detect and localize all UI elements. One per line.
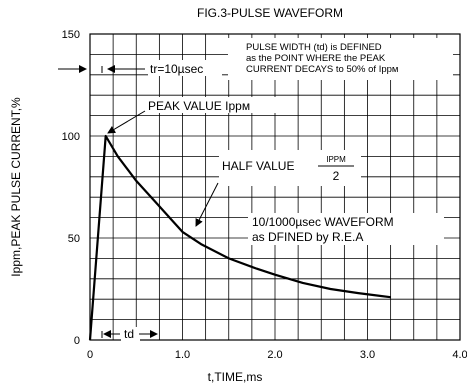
y-tick-label: 100 bbox=[62, 131, 80, 143]
peak-value-label-bg bbox=[146, 97, 284, 113]
half-value-numerator: IPPM bbox=[326, 155, 346, 164]
pulse-width-note-box bbox=[228, 38, 453, 80]
chart-title: FIG.3-PULSE WAVEFORM bbox=[197, 6, 343, 20]
half-value-arrow bbox=[195, 182, 219, 227]
y-tick-label: 150 bbox=[62, 29, 80, 41]
rise-time-label: tr=10µsec bbox=[150, 62, 203, 76]
pulse-width-note-line2: as the POINT WHERE the PEAK bbox=[246, 53, 386, 64]
half-value-label: HALF VALUE bbox=[222, 159, 294, 173]
y-axis-label: Ippm,PEAK PULSE CURRENT,% bbox=[9, 97, 23, 277]
half-value-label-bg bbox=[219, 150, 361, 186]
pulse-waveform-series bbox=[88, 134, 391, 341]
y-axis-label-prefix: Ippm, bbox=[9, 247, 23, 277]
plot-frame bbox=[89, 33, 461, 341]
pulse-width-note-line3: CURRENT DECAYS to 50% of Ippм bbox=[246, 64, 398, 75]
y-tick-labels: 0 50 100 150 bbox=[62, 29, 80, 347]
y-axis-label-main: PEAK PULSE CURRENT,% bbox=[9, 97, 23, 247]
x-tick-label: 3.0 bbox=[360, 349, 375, 361]
peak-value-arrow bbox=[107, 110, 146, 134]
waveform-label-line2: as DFINED by R.E.A bbox=[252, 230, 363, 244]
half-value-denominator: 2 bbox=[333, 169, 340, 183]
x-tick-label: 2.0 bbox=[267, 349, 282, 361]
y-tick-label: 0 bbox=[74, 335, 80, 347]
x-axis-label: t,TIME,ms bbox=[208, 370, 263, 384]
rise-time-label-bg bbox=[148, 60, 222, 76]
x-tick-label: 1.0 bbox=[175, 349, 190, 361]
x-tick-label: 4.0 bbox=[452, 349, 467, 361]
td-label: td bbox=[124, 327, 134, 341]
waveform-label-line1: 10/1000µsec WAVEFORM bbox=[252, 215, 394, 229]
td-label-bg bbox=[121, 327, 140, 341]
waveform-label-bg bbox=[248, 213, 444, 245]
x-tick-labels: 0 1.0 2.0 3.0 4.0 bbox=[87, 349, 467, 361]
y-tick-label: 50 bbox=[68, 233, 80, 245]
x-tick-label: 0 bbox=[87, 349, 93, 361]
peak-value-label: PEAK VALUE Ippм bbox=[148, 99, 250, 113]
pulse-width-note-line1: PULSE WIDTH (td) is DEFINED bbox=[246, 42, 382, 53]
